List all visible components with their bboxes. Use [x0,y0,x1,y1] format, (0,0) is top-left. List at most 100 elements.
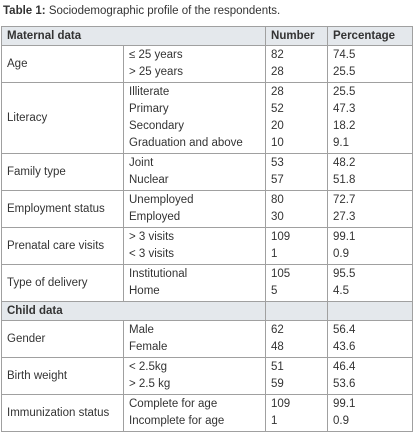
section-header-row: Maternal data Number Percentage [0,26,414,46]
header-cell [327,301,414,321]
percentage: 43.6 [333,341,356,353]
group-cell: 25.5 47.3 18.2 9.1 [327,82,414,154]
group-cell: 46.4 53.6 [327,357,414,395]
group-label: Literacy [1,82,124,154]
number: 62 [271,324,284,336]
percentage: 27.3 [333,211,356,223]
group-cell: 80 30 [265,190,329,228]
number: 82 [271,49,284,61]
group-row: Immunization status Complete for age Incom… [1,394,414,432]
group-row: Employment status Unemployed Employed 80 30 7… [1,190,414,228]
category: Primary [129,103,169,115]
percentage: 72.7 [333,194,356,206]
group-cell: 99.1 0.9 [327,227,414,265]
number: 105 [271,268,291,280]
number: 30 [271,211,284,223]
percentage: 9.1 [333,137,350,149]
group-cell: 28 52 20 10 [265,82,329,154]
percentage: 47.3 [333,103,356,115]
group-cell: Male Female [122,320,267,358]
table-caption: Table 1: Sociodemographic profile of the… [3,5,280,17]
percentage: 18.2 [333,120,356,132]
category: Secondary [129,120,184,132]
group-label: Prenatal care visits [1,227,124,265]
percentage: 74.5 [333,49,356,61]
category: > 25 years [129,66,184,78]
group-label: Gender [1,320,124,358]
category: Joint [129,157,154,169]
page: Table 1: Sociodemographic profile of the… [0,5,414,432]
category: Complete for age [129,398,218,410]
section-heading: Maternal data [0,26,267,46]
group-row: Type of delivery Institutional Home 105 5 95.… [1,264,414,302]
group-row: Family type Joint Nuclear 53 57 48.2 51.8 [1,153,414,191]
group-cell: Joint Nuclear [122,153,267,191]
percentage: 0.9 [333,248,350,260]
number: 10 [271,137,284,149]
column-header: Percentage [327,26,414,46]
category: Illiterate [129,86,170,98]
category: Graduation and above [129,137,243,149]
group-row: Gender Male Female 62 48 56.4 43.6 [1,320,414,358]
group-cell: 74.5 25.5 [327,45,414,83]
caption-label: Table 1: [3,5,46,17]
number: 53 [271,157,284,169]
group-cell: 99.1 0.9 [327,394,414,432]
group-cell: 56.4 43.6 [327,320,414,358]
group-cell: Unemployed Employed [122,190,267,228]
group-cell: 51 59 [265,357,329,395]
group-label: Immunization status [1,394,124,432]
percentage: 4.5 [333,285,350,297]
group-cell: 105 5 [265,264,329,302]
percentage: 25.5 [333,66,356,78]
number: 1 [271,248,278,260]
category: Institutional [129,268,188,280]
group-cell: 72.7 27.3 [327,190,414,228]
number: 59 [271,378,284,390]
percentage: 99.1 [333,231,356,243]
number: 1 [271,415,278,427]
percentage: 0.9 [333,415,350,427]
number: 51 [271,361,284,373]
group-cell: Institutional Home [122,264,267,302]
percentage: 51.8 [333,174,356,186]
group-cell: 53 57 [265,153,329,191]
category: > 3 visits [129,231,175,243]
percentage: 48.2 [333,157,356,169]
category: < 3 visits [129,248,175,260]
number: 28 [271,86,284,98]
group-cell: 62 48 [265,320,329,358]
number: 109 [271,231,291,243]
group-cell: 82 28 [265,45,329,83]
number: 80 [271,194,284,206]
percentage: 46.4 [333,361,356,373]
number: 48 [271,341,284,353]
category: Incomplete for age [129,415,225,427]
number: 52 [271,103,284,115]
group-cell: 95.5 4.5 [327,264,414,302]
header-cell [265,301,329,321]
percentage: 56.4 [333,324,356,336]
group-label: Employment status [1,190,124,228]
number: 20 [271,120,284,132]
group-label: Family type [1,153,124,191]
group-cell: < 2.5kg > 2.5 kg [122,357,267,395]
percentage: 99.1 [333,398,356,410]
group-cell: 109 1 [265,394,329,432]
group-label: Age [1,45,124,83]
group-cell: > 3 visits < 3 visits [122,227,267,265]
percentage: 53.6 [333,378,356,390]
group-cell: ≤ 25 years > 25 years [122,45,267,83]
number: 28 [271,66,284,78]
number: 5 [271,285,278,297]
category: Nuclear [129,174,169,186]
category: Employed [129,211,181,223]
category: > 2.5 kg [129,378,171,390]
group-row: Prenatal care visits > 3 visits < 3 visits… [1,227,414,265]
group-cell: 109 1 [265,227,329,265]
category: Home [129,285,160,297]
number: 109 [271,398,291,410]
percentage: 95.5 [333,268,356,280]
group-label: Birth weight [1,357,124,395]
category: ≤ 25 years [129,49,183,61]
